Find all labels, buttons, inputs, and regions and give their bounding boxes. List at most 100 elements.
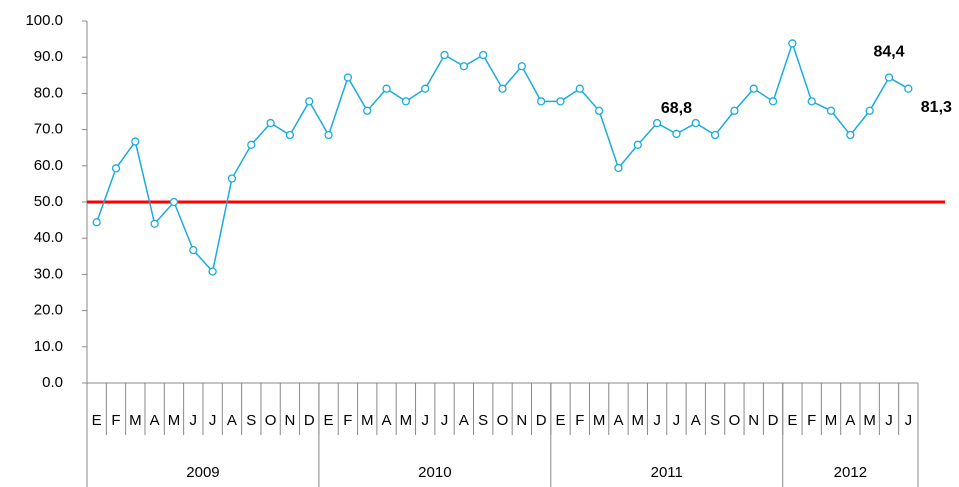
x-tick-label: N <box>516 412 527 429</box>
x-tick-label: J <box>653 412 661 429</box>
x-tick-label: A <box>691 412 701 429</box>
data-point <box>324 130 333 140</box>
x-tick-label: J <box>673 412 681 429</box>
y-tick-label: 20.0 <box>34 302 63 319</box>
x-tick-label: J <box>190 412 198 429</box>
data-point <box>633 140 642 149</box>
y-tick-label: 40.0 <box>34 229 63 246</box>
x-tick-label: F <box>575 412 584 429</box>
x-tick-label: S <box>246 412 256 429</box>
data-point <box>846 130 855 140</box>
data-point <box>575 84 584 93</box>
data-point <box>111 164 121 173</box>
x-tick-label: A <box>845 412 855 429</box>
data-point <box>285 130 295 140</box>
data-point <box>710 130 720 140</box>
y-tick-label: 30.0 <box>34 265 63 282</box>
x-tick-label: M <box>863 412 876 429</box>
series-line <box>95 41 909 274</box>
x-tick-label: E <box>787 412 797 429</box>
data-point <box>208 267 217 276</box>
data-point <box>556 97 565 106</box>
group-label: 2009 <box>186 464 219 481</box>
data-point <box>169 197 179 207</box>
data-point <box>189 245 198 255</box>
data-point <box>92 218 101 227</box>
x-tick-label: A <box>150 412 160 429</box>
y-tick-label: 90.0 <box>34 48 63 65</box>
x-tick-label: M <box>825 412 838 429</box>
data-point <box>517 62 526 71</box>
data-label: 68,8 <box>661 100 692 117</box>
x-tick-label: A <box>227 412 237 429</box>
data-point <box>672 129 681 139</box>
x-tick-label: M <box>593 412 606 429</box>
x-tick-label: N <box>284 412 295 429</box>
data-point <box>749 84 758 93</box>
data-point <box>691 118 700 128</box>
x-tick-label: S <box>710 412 720 429</box>
x-tick-label: E <box>555 412 565 429</box>
data-point <box>730 106 739 115</box>
data-point <box>498 84 507 93</box>
data-point <box>305 97 314 106</box>
x-tick-label: E <box>324 412 334 429</box>
data-label: 81,3 <box>921 99 952 116</box>
x-tick-label: N <box>748 412 759 429</box>
x-tick-label: M <box>400 412 413 429</box>
data-point <box>421 84 430 93</box>
x-tick-label: F <box>343 412 352 429</box>
x-tick-label: D <box>768 412 779 429</box>
x-tick-label: J <box>209 412 217 429</box>
x-tick-label: M <box>129 412 142 429</box>
x-tick-label: S <box>478 412 488 429</box>
data-point <box>131 137 140 146</box>
data-point <box>594 106 604 115</box>
y-tick-label: 50.0 <box>34 193 63 210</box>
data-point <box>440 50 449 60</box>
data-point <box>247 140 256 149</box>
data-label: 84,4 <box>873 44 904 61</box>
y-tick-label: 70.0 <box>34 121 63 138</box>
x-tick-label: O <box>497 412 509 429</box>
group-label: 2010 <box>418 464 451 481</box>
data-point <box>904 84 913 93</box>
data-point <box>343 73 353 82</box>
data-point <box>459 62 468 71</box>
data-point <box>479 50 488 60</box>
x-tick-label: J <box>421 412 429 429</box>
data-point <box>150 219 159 228</box>
data-point <box>614 163 623 173</box>
x-tick-label: A <box>382 412 392 429</box>
data-point <box>768 97 778 106</box>
x-tick-label: A <box>613 412 623 429</box>
data-point <box>401 97 411 106</box>
data-point <box>865 106 874 115</box>
x-tick-label: F <box>111 412 120 429</box>
data-point <box>382 84 391 93</box>
data-point <box>788 39 797 48</box>
data-point <box>537 97 546 106</box>
x-tick-label: F <box>807 412 816 429</box>
data-point <box>884 73 894 82</box>
x-tick-label: J <box>441 412 449 429</box>
x-tick-label: O <box>265 412 277 429</box>
x-tick-label: M <box>632 412 645 429</box>
x-tick-label: D <box>304 412 315 429</box>
group-label: 2012 <box>834 464 867 481</box>
y-tick-label: 0.0 <box>42 374 63 391</box>
data-point <box>807 97 816 106</box>
data-point <box>826 106 836 115</box>
data-point <box>363 106 372 115</box>
x-tick-label: O <box>729 412 741 429</box>
y-tick-label: 100.0 <box>25 12 63 29</box>
x-tick-label: J <box>885 412 893 429</box>
x-tick-label: J <box>905 412 913 429</box>
data-point <box>266 118 275 128</box>
x-tick-label: E <box>92 412 102 429</box>
x-tick-label: A <box>459 412 469 429</box>
x-tick-label: M <box>168 412 181 429</box>
group-label: 2011 <box>651 464 683 481</box>
data-point <box>652 118 662 128</box>
